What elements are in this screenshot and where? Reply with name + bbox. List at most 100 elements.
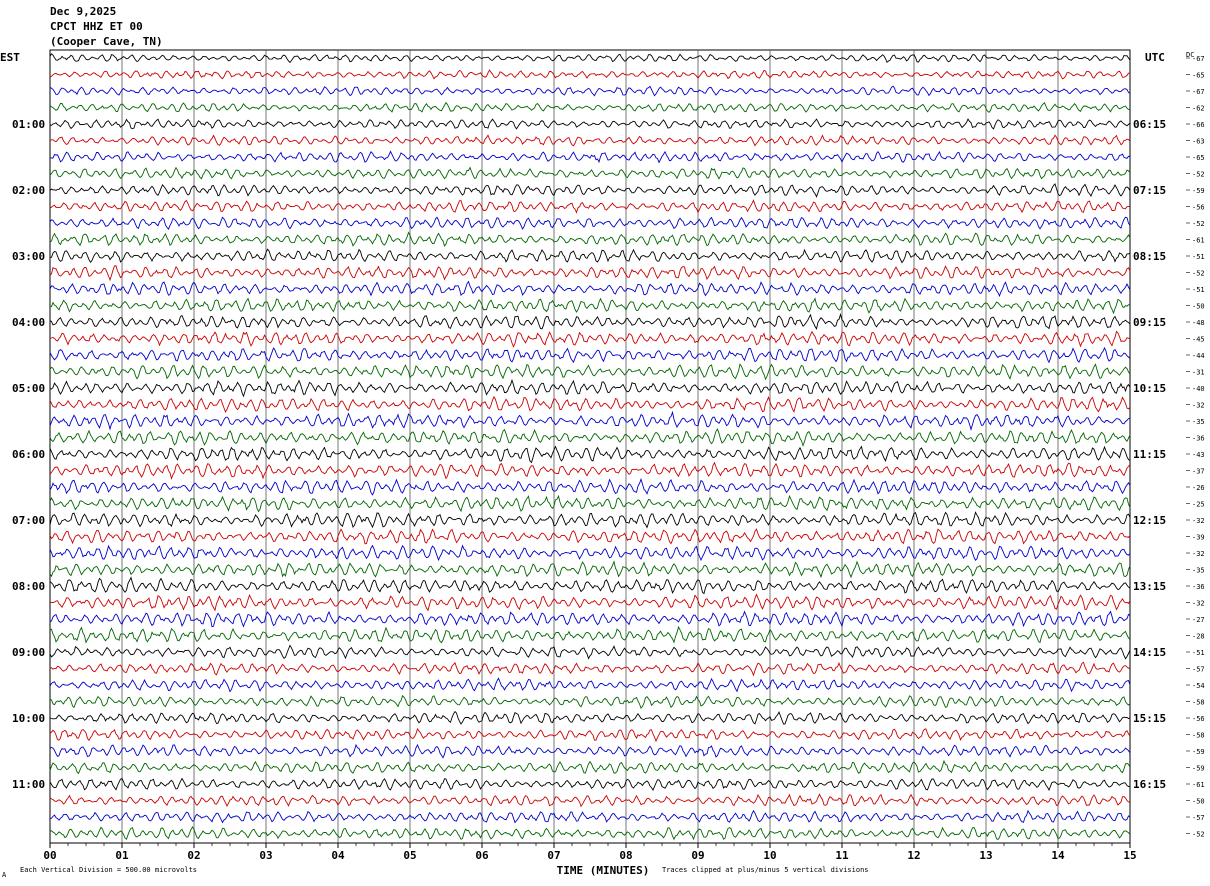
dc-offset-label: -48 bbox=[1192, 319, 1205, 327]
seismic-trace bbox=[49, 363, 1131, 381]
x-axis-label: TIME (MINUTES) bbox=[557, 864, 650, 877]
seismic-trace bbox=[49, 528, 1131, 545]
seismic-trace bbox=[49, 53, 1131, 64]
seismic-trace bbox=[49, 544, 1131, 562]
x-tick-label: 10 bbox=[763, 849, 776, 862]
dc-offset-label: -52 bbox=[1192, 831, 1205, 839]
dc-offset-label: -51 bbox=[1192, 286, 1205, 294]
left-hour-label: 02:00 bbox=[12, 184, 45, 197]
seismic-trace bbox=[49, 231, 1131, 247]
clip-note: Traces clipped at plus/minus 5 vertical … bbox=[662, 866, 869, 874]
left-hour-label: 10:00 bbox=[12, 712, 45, 725]
dc-offset-label: -52 bbox=[1192, 220, 1205, 228]
left-hour-label: 05:00 bbox=[12, 382, 45, 395]
seismic-trace bbox=[49, 166, 1131, 180]
seismic-trace bbox=[49, 199, 1131, 214]
x-tick-label: 01 bbox=[115, 849, 129, 862]
seismic-trace bbox=[49, 280, 1131, 298]
dc-offset-label: -43 bbox=[1192, 451, 1205, 459]
left-hour-label: 09:00 bbox=[12, 646, 45, 659]
right-hour-label: 10:15 bbox=[1133, 382, 1166, 395]
scale-note: Each Vertical Division = 500.00 microvol… bbox=[20, 866, 198, 874]
seismic-trace bbox=[49, 461, 1131, 480]
right-hour-label: 14:15 bbox=[1133, 646, 1166, 659]
dc-offset-label: -67 bbox=[1192, 88, 1205, 96]
chart-date: Dec 9,2025 bbox=[50, 5, 117, 18]
seismic-trace bbox=[49, 777, 1131, 792]
x-tick-label: 11 bbox=[835, 849, 849, 862]
dc-offset-label: -61 bbox=[1192, 237, 1205, 245]
right-hour-label: 13:15 bbox=[1133, 580, 1166, 593]
dc-offset-label: -59 bbox=[1192, 187, 1205, 195]
seismic-trace bbox=[49, 593, 1131, 612]
dc-offset-label: -63 bbox=[1192, 138, 1205, 146]
dc-offset-label: -52 bbox=[1192, 171, 1205, 179]
seismic-trace bbox=[49, 644, 1131, 660]
dc-offset-label: -65 bbox=[1192, 72, 1205, 80]
left-hour-label: 11:00 bbox=[12, 778, 45, 791]
seismic-trace bbox=[50, 248, 1131, 264]
x-tick-label: 02 bbox=[187, 849, 200, 862]
left-hour-label: 03:00 bbox=[12, 250, 45, 263]
dc-offset-label: -32 bbox=[1192, 402, 1205, 410]
seismic-trace bbox=[49, 445, 1131, 464]
right-hour-label: 08:15 bbox=[1133, 250, 1166, 263]
corner-mark: A bbox=[2, 871, 7, 879]
dc-offset-label: -66 bbox=[1192, 121, 1205, 129]
right-timezone-label: UTC bbox=[1145, 51, 1165, 64]
right-hour-label: 11:15 bbox=[1133, 448, 1166, 461]
seismic-trace bbox=[49, 101, 1131, 114]
seismic-trace bbox=[49, 330, 1131, 348]
dc-offset-label: -51 bbox=[1192, 649, 1205, 657]
dc-offset-label: -35 bbox=[1192, 418, 1205, 426]
x-tick-label: 08 bbox=[619, 849, 632, 862]
dc-offset-label: -58 bbox=[1192, 699, 1205, 707]
dc-offset-label: -26 bbox=[1192, 484, 1205, 492]
dc-offset-label: -32 bbox=[1192, 550, 1205, 558]
dc-offset-label: -56 bbox=[1192, 204, 1205, 212]
seismic-trace bbox=[49, 560, 1131, 579]
x-tick-label: 07 bbox=[547, 849, 560, 862]
left-hour-label: 07:00 bbox=[12, 514, 45, 527]
dc-offset-label: -25 bbox=[1192, 501, 1205, 509]
seismic-trace bbox=[49, 346, 1131, 364]
left-hour-label: 01:00 bbox=[12, 118, 45, 131]
seismic-trace bbox=[49, 150, 1131, 164]
x-tick-label: 15 bbox=[1123, 849, 1136, 862]
dc-offset-label: -45 bbox=[1192, 336, 1205, 344]
dc-offset-label: -54 bbox=[1192, 682, 1205, 690]
seismic-trace bbox=[49, 183, 1131, 198]
right-hour-label: 09:15 bbox=[1133, 316, 1166, 329]
seismic-trace bbox=[49, 759, 1131, 775]
dc-offset-label: -31 bbox=[1192, 369, 1205, 377]
dc-offset-label: -57 bbox=[1192, 814, 1205, 822]
x-tick-label: 00 bbox=[43, 849, 56, 862]
x-tick-label: 04 bbox=[331, 849, 345, 862]
station-location: (Cooper Cave, TN) bbox=[50, 35, 163, 48]
dc-offset-label: -51 bbox=[1192, 253, 1205, 261]
dc-offset-label: -36 bbox=[1192, 583, 1205, 591]
right-hour-label: 16:15 bbox=[1133, 778, 1166, 791]
x-tick-label: 12 bbox=[907, 849, 920, 862]
seismic-trace bbox=[49, 85, 1131, 97]
dc-offset-label: -35 bbox=[1192, 567, 1205, 575]
x-tick-label: 09 bbox=[691, 849, 704, 862]
seismic-trace bbox=[49, 410, 1131, 431]
dc-offset-label: -57 bbox=[1192, 666, 1205, 674]
seismic-trace bbox=[49, 710, 1131, 725]
dc-offset-label: -40 bbox=[1192, 385, 1205, 393]
dc-offset-label: -50 bbox=[1192, 798, 1205, 806]
seismic-trace bbox=[49, 610, 1131, 628]
left-hour-label: 04:00 bbox=[12, 316, 45, 329]
seismic-trace bbox=[49, 312, 1131, 330]
seismic-trace bbox=[49, 793, 1131, 808]
seismic-trace bbox=[49, 477, 1131, 496]
dc-offset-label: -44 bbox=[1192, 352, 1205, 360]
dc-offset-label: -62 bbox=[1192, 105, 1205, 113]
seismic-trace bbox=[49, 677, 1131, 693]
seismic-trace bbox=[49, 694, 1131, 709]
plot-frame bbox=[49, 49, 1131, 844]
seismic-trace bbox=[49, 727, 1131, 743]
seismic-trace bbox=[49, 511, 1131, 529]
